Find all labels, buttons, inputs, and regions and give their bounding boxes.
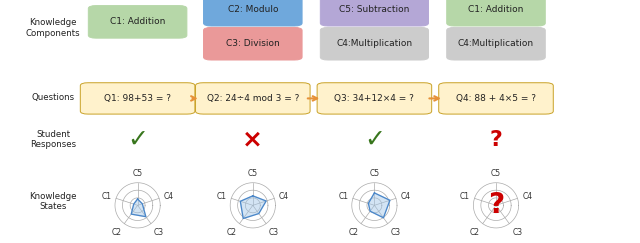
FancyBboxPatch shape [320,27,429,60]
Text: C5: C5 [369,169,380,178]
Text: C3: C3 [269,228,279,237]
Text: C4: C4 [164,192,174,201]
Text: C3: C3 [154,228,164,237]
Text: C3: Division: C3: Division [226,39,280,48]
FancyBboxPatch shape [204,27,302,60]
FancyBboxPatch shape [439,83,553,114]
Text: Q3: 34+12×4 = ?: Q3: 34+12×4 = ? [335,94,414,103]
Text: ?: ? [490,130,502,150]
Text: Knowledge
States: Knowledge States [29,192,77,211]
Text: C2: C2 [111,228,122,237]
Text: C2: C2 [227,228,237,237]
Text: C3: C3 [390,228,401,237]
Text: C4:Multiplication: C4:Multiplication [458,39,534,48]
Text: C1: Addition: C1: Addition [468,5,524,14]
FancyBboxPatch shape [196,83,310,114]
Text: C2: C2 [348,228,358,237]
Text: C1: C1 [460,192,470,201]
Polygon shape [241,196,266,218]
FancyBboxPatch shape [88,6,187,38]
Text: C4: C4 [401,192,411,201]
Text: C1: C1 [216,192,227,201]
Text: ✓: ✓ [127,128,148,152]
Text: Q1: 98+53 = ?: Q1: 98+53 = ? [104,94,171,103]
Text: C1: Addition: C1: Addition [110,17,165,26]
Text: C4:Multiplication: C4:Multiplication [337,39,412,48]
Text: C5: C5 [491,169,501,178]
FancyBboxPatch shape [320,0,429,26]
Text: C5: C5 [248,169,258,178]
Text: C1: C1 [101,192,111,201]
FancyBboxPatch shape [447,27,545,60]
FancyBboxPatch shape [317,83,431,114]
Text: C2: C2 [470,228,480,237]
Text: Q2: 24÷4 mod 3 = ?: Q2: 24÷4 mod 3 = ? [207,94,299,103]
Text: ×: × [243,128,263,152]
Text: ✓: ✓ [364,128,385,152]
Text: Knowledge
Components: Knowledge Components [26,18,81,38]
Text: C3: C3 [512,228,522,237]
Text: Q4: 88 + 4×5 = ?: Q4: 88 + 4×5 = ? [456,94,536,103]
Text: C2: Modulo: C2: Modulo [228,5,278,14]
Text: C5: Subtraction: C5: Subtraction [339,5,410,14]
FancyBboxPatch shape [81,83,195,114]
FancyBboxPatch shape [204,0,302,26]
Text: Questions: Questions [31,93,75,102]
Text: C5: C5 [132,169,143,178]
Text: Student
Responses: Student Responses [30,130,76,149]
Polygon shape [131,199,146,217]
Text: C4: C4 [522,192,532,201]
Text: ?: ? [488,191,504,219]
Text: C1: C1 [338,192,348,201]
Polygon shape [369,193,390,218]
Text: C4: C4 [279,192,289,201]
FancyBboxPatch shape [447,0,545,26]
